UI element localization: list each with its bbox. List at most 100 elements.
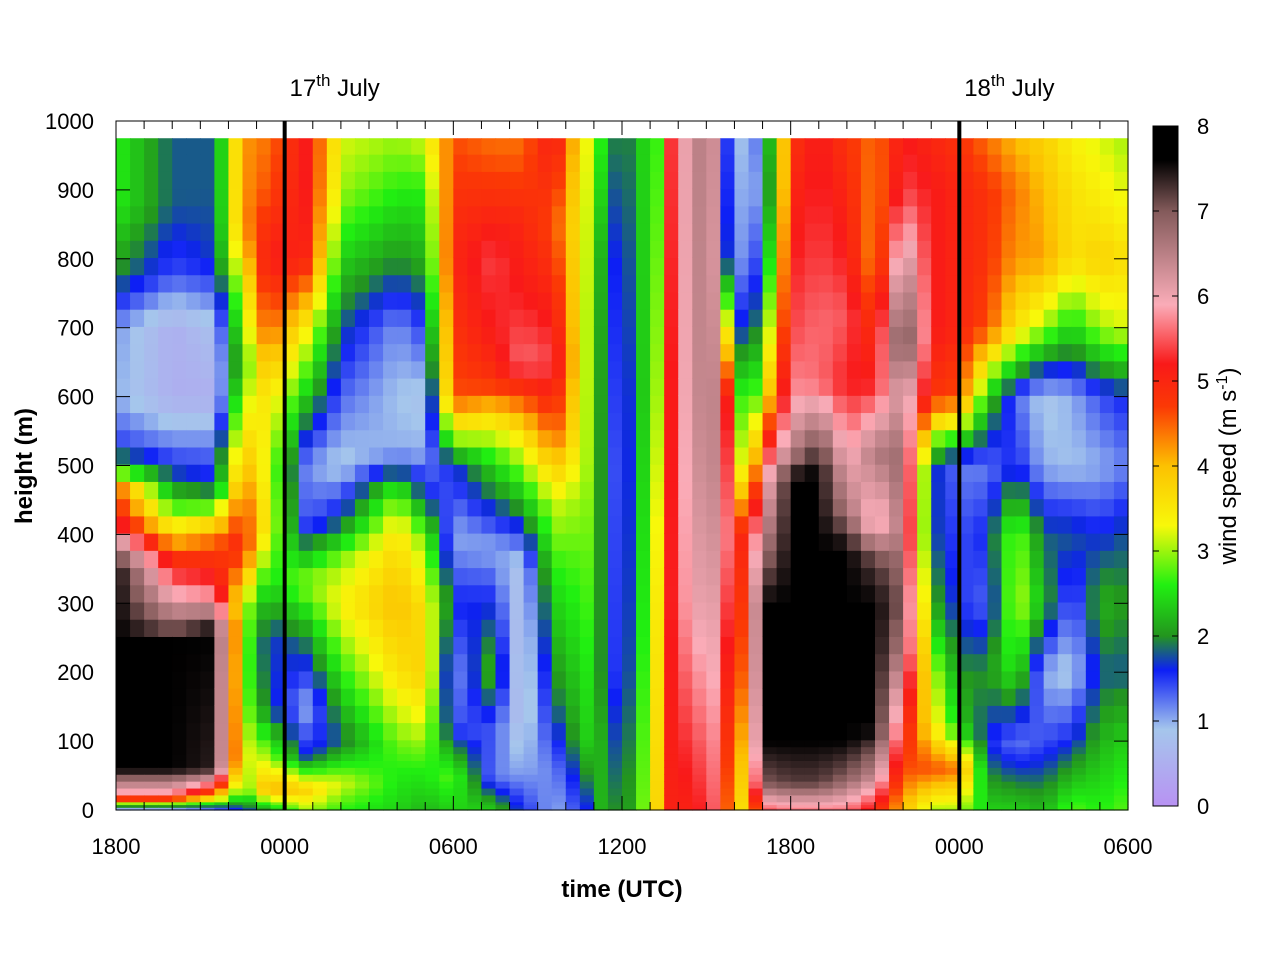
heatmap-cell (1071, 343, 1087, 362)
heatmap-cell (326, 636, 342, 655)
heatmap-cell (1057, 291, 1073, 310)
heatmap-cell (931, 274, 946, 293)
heatmap-cell (692, 222, 707, 241)
heatmap-cell (959, 767, 974, 775)
heatmap-cell (523, 464, 539, 482)
heatmap-cell (158, 309, 173, 327)
heatmap-cell (425, 601, 440, 620)
heatmap-cell (523, 636, 539, 655)
heatmap-cell (889, 360, 904, 379)
heatmap-cell (523, 760, 539, 768)
heatmap-cell (720, 395, 736, 414)
heatmap-cell (579, 774, 595, 782)
heatmap-cell (622, 378, 637, 396)
heatmap-cell (1113, 515, 1129, 534)
heatmap-cell (917, 257, 932, 276)
heatmap-cell (172, 688, 187, 706)
heatmap-cell (987, 154, 1003, 172)
heatmap-cell (959, 360, 974, 379)
heatmap-cell (1085, 801, 1101, 806)
heatmap-cell (973, 567, 989, 586)
heatmap-cell (439, 395, 454, 414)
heatmap-cell (340, 760, 356, 768)
heatmap-cell (495, 515, 511, 534)
heatmap-cell (860, 378, 876, 396)
heatmap-cell (1099, 567, 1115, 586)
heatmap-cell (593, 767, 609, 775)
heatmap-cell (284, 205, 300, 224)
heatmap-cell (1029, 601, 1045, 620)
heatmap-cell (354, 739, 370, 748)
heatmap-cell (720, 804, 736, 808)
heatmap-cell (1001, 688, 1017, 706)
heatmap-cell (270, 171, 286, 190)
heatmap-cell (354, 753, 370, 761)
heatmap-cell (579, 753, 595, 761)
heatmap-cell (1043, 257, 1059, 276)
heatmap-cell (523, 753, 539, 761)
heatmap-cell (678, 753, 693, 761)
heatmap-cell (551, 774, 567, 782)
heatmap-cell (818, 240, 834, 259)
heatmap-cell (650, 567, 665, 586)
heatmap-cell (706, 653, 721, 672)
heatmap-cell (467, 291, 483, 310)
heatmap-cell (453, 670, 468, 689)
heatmap-cell (397, 781, 412, 789)
heatmap-cell (467, 257, 483, 276)
heatmap-cell (228, 653, 244, 672)
heatmap-cell (1015, 309, 1031, 327)
heatmap-cell (804, 688, 820, 706)
heatmap-cell (116, 688, 131, 706)
heatmap-cell (678, 636, 693, 655)
heatmap-cell (383, 746, 398, 755)
heatmap-cell (945, 446, 960, 465)
heatmap-cell (242, 222, 258, 241)
heatmap-cell (340, 464, 356, 482)
heatmap-cell (706, 767, 721, 775)
heatmap-cell (116, 481, 131, 500)
heatmap-cell (116, 360, 131, 379)
heatmap-cell (383, 446, 398, 465)
heatmap-cell (973, 360, 989, 379)
heatmap-cell (326, 619, 342, 637)
heatmap-cell (917, 653, 932, 672)
heatmap-cell (734, 794, 750, 803)
heatmap-cell (875, 781, 890, 789)
heatmap-cell (270, 653, 286, 672)
heatmap-cell (636, 240, 651, 259)
heatmap-cell (340, 567, 356, 586)
heatmap-cell (593, 326, 609, 345)
heatmap-cell (678, 498, 693, 517)
heatmap-cell (565, 274, 581, 293)
heatmap-cell (186, 767, 201, 775)
heatmap-cell (116, 653, 131, 672)
heatmap-cell (467, 584, 483, 603)
heatmap-cell (1099, 601, 1115, 620)
heatmap-cell (931, 804, 946, 808)
heatmap-cell (607, 291, 623, 310)
heatmap-cell (565, 781, 581, 789)
heatmap-cell (1071, 464, 1087, 482)
heatmap-cell (959, 309, 974, 327)
heatmap-cell (945, 636, 960, 655)
heatmap-cell (636, 274, 651, 293)
heatmap-cell (832, 688, 848, 706)
heatmap-cell (383, 257, 398, 276)
heatmap-cell (481, 240, 497, 259)
heatmap-cell (397, 584, 412, 603)
heatmap-cell (284, 794, 300, 803)
heatmap-cell (200, 205, 215, 224)
heatmap-cell (678, 188, 693, 207)
heatmap-cell (622, 688, 637, 706)
heatmap-cell (622, 274, 637, 293)
heatmap-cell (411, 240, 426, 259)
heatmap-cell (818, 774, 834, 782)
heatmap-cell (1029, 801, 1045, 806)
heatmap-cell (1113, 481, 1129, 500)
heatmap-cell (734, 412, 750, 431)
heatmap-cell (537, 670, 553, 689)
heatmap-cell (860, 395, 876, 414)
heatmap-cell (692, 309, 707, 327)
heatmap-cell (579, 222, 595, 241)
